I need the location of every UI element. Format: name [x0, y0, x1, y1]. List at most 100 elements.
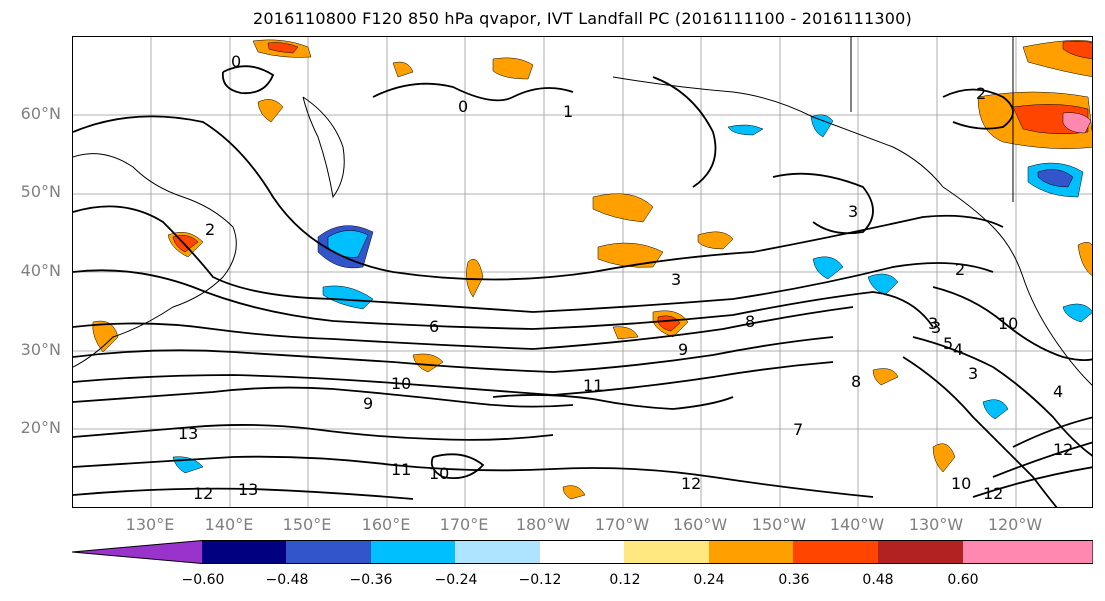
contour-label: 13: [178, 424, 198, 443]
map-canvas: 0 0 1 2 2 3 3 3 2 6 8 9 10 11 11 10 9 8 …: [73, 37, 1092, 507]
contour-label: 0: [231, 52, 241, 71]
contour-label: 10: [951, 474, 971, 493]
lat-label-60n: 60°N: [20, 104, 61, 123]
contour-label: 8: [745, 312, 755, 331]
contour-label: 2: [205, 220, 215, 239]
lon-label-160e: 160°E: [361, 515, 411, 534]
anomaly-patch: [392, 61, 414, 78]
colorbar-segment: [72, 540, 202, 564]
contour-line: [73, 269, 934, 330]
colorbar-tick: −0.36: [349, 572, 393, 588]
contour-line: [73, 361, 834, 396]
contour-label: 8: [851, 372, 861, 391]
contour-label: 9: [678, 340, 688, 359]
coastline-asia: [73, 153, 237, 368]
contour-label: 12: [983, 484, 1003, 503]
anomaly-patch: [812, 256, 844, 280]
colorbar-segment: [709, 540, 793, 564]
contour-line: [73, 487, 414, 500]
contour-label: 7: [793, 420, 803, 439]
contour-label: 10: [998, 314, 1018, 333]
contour-label: 12: [681, 474, 701, 493]
contour-label: 12: [193, 484, 213, 503]
anomaly-patch: [697, 231, 734, 250]
colorbar-tick: −0.48: [265, 572, 309, 588]
lon-label-160w: 160°W: [672, 515, 728, 534]
colorbar-tick: 0.48: [862, 572, 894, 588]
anomaly-patch: [92, 320, 119, 353]
anomaly-patch: [412, 353, 444, 373]
contour-line: [972, 466, 1092, 498]
anomaly-patch: [257, 99, 284, 123]
contour-label: 3: [928, 314, 938, 333]
colorbar-tick: 0.12: [609, 572, 641, 588]
contour-label: 4: [953, 340, 963, 359]
contour-line: [992, 441, 1092, 478]
contour-label: 12: [1053, 440, 1073, 459]
contour-label: 13: [238, 480, 258, 499]
contour-label: 4: [1053, 382, 1063, 401]
contour-labels: 0 0 1 2 2 3 3 3 2 6 8 9 10 11 11 10 9 8 …: [178, 52, 1073, 503]
contour-label: 6: [429, 317, 439, 336]
contour-line: [652, 76, 717, 188]
colorbar-tick: −0.12: [518, 572, 562, 588]
contour-line: [73, 424, 554, 441]
contour-label: 11: [583, 376, 603, 395]
anomaly-patch: [612, 326, 639, 340]
lon-label-150e: 150°E: [282, 515, 332, 534]
colorbar-tick: 0.60: [947, 572, 979, 588]
lon-label-140w: 140°W: [829, 515, 885, 534]
colorbar-segments: [72, 540, 1093, 564]
coastlines: [73, 37, 1092, 386]
colorbar-tick: 0.24: [693, 572, 725, 588]
colorbar: [72, 540, 1093, 564]
contour-label: 3: [848, 202, 858, 221]
coastline-north-america: [942, 186, 1092, 386]
anomaly-patch: [1037, 169, 1074, 188]
anomaly-patch: [810, 114, 834, 138]
map-title: 2016110800 F120 850 hPa qvapor, IVT Land…: [253, 9, 912, 28]
contour-label: 3: [931, 318, 941, 337]
contour-line: [430, 453, 485, 480]
coastline-alaska: [612, 76, 944, 188]
anomaly-patch: [932, 443, 956, 473]
lon-label-170e: 170°E: [439, 515, 489, 534]
contour-label: 5: [943, 334, 953, 353]
colorbar-segment: [202, 540, 286, 564]
colorbar-segment: [286, 540, 371, 564]
lon-label-140e: 140°E: [204, 515, 254, 534]
contour-line: [492, 394, 734, 410]
contour-line: [772, 172, 874, 235]
lat-label-40n: 40°N: [20, 261, 61, 280]
contour-line: [912, 336, 1092, 457]
anomaly-patch: [1077, 241, 1092, 276]
contour-line: [73, 455, 874, 498]
lon-label-120w: 120°W: [987, 515, 1043, 534]
colorbar-segment: [455, 540, 540, 564]
map-panel: 0 0 1 2 2 3 3 3 2 6 8 9 10 11 11 10 9 8 …: [72, 36, 1093, 508]
anomaly-patch: [592, 193, 654, 223]
colorbar-tick: −0.60: [181, 572, 225, 588]
colorbar-tick: −0.24: [434, 572, 478, 588]
lon-label-130e: 130°E: [125, 515, 175, 534]
contour-label: 3: [671, 270, 681, 289]
contour-label: 0: [458, 97, 468, 116]
lat-label-30n: 30°N: [20, 340, 61, 359]
contour-line: [1012, 416, 1092, 448]
colorbar-segment: [793, 540, 878, 564]
contour-line: [902, 356, 1058, 507]
anomaly-patch: [872, 368, 899, 386]
anomaly-patch: [492, 57, 534, 80]
anomaly-patch: [466, 258, 484, 298]
contour-line: [73, 205, 994, 313]
shaded-anomalies: [92, 39, 1092, 500]
colorbar-segment: [371, 540, 455, 564]
anomaly-patch: [1062, 40, 1092, 60]
coastline-kamchatka: [302, 96, 345, 199]
anomaly-patch: [982, 399, 1009, 420]
contour-line: [942, 88, 1014, 130]
lon-label-180w: 180°W: [515, 515, 571, 534]
anomaly-patch: [727, 124, 764, 136]
lon-label-170w: 170°W: [594, 515, 650, 534]
colorbar-segment: [624, 540, 709, 564]
